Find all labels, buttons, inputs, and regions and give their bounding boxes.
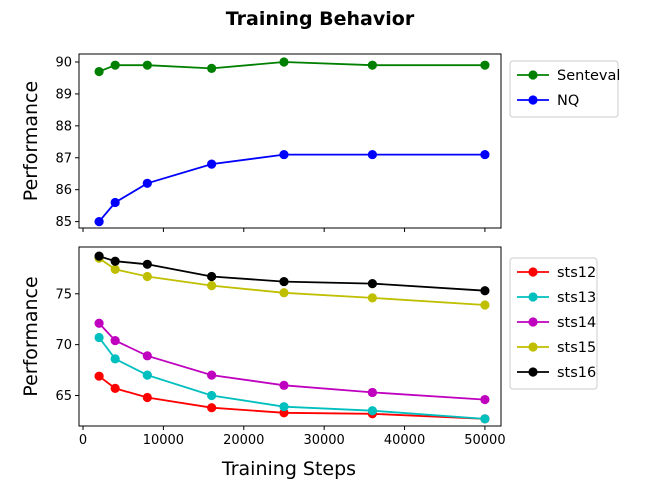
data-point [110, 264, 120, 274]
data-point [94, 217, 104, 227]
series-sts16 [94, 251, 490, 296]
legend-label: Senteval [557, 68, 620, 84]
data-point [367, 149, 377, 160]
y-tick-label: 88 [55, 119, 72, 134]
data-point [110, 335, 120, 346]
data-point [207, 370, 217, 380]
data-point [110, 354, 120, 364]
data-point [367, 387, 377, 398]
series-line [98, 255, 485, 292]
series-line [98, 375, 485, 420]
plot-frame [78, 246, 502, 427]
series-line [98, 322, 485, 401]
legend-label: sts13 [557, 290, 596, 306]
data-point [142, 370, 152, 380]
data-point [207, 63, 217, 73]
plot-frame [78, 53, 502, 229]
y-tick-label: 87 [55, 151, 72, 166]
y-tick-label: 70 [55, 338, 72, 353]
y-tick-label: 75 [55, 287, 72, 302]
legend-label: sts14 [557, 315, 596, 331]
data-point [480, 394, 490, 405]
series-sts15 [94, 253, 490, 310]
data-point [110, 256, 120, 266]
data-point [142, 392, 152, 403]
legend-label: sts15 [557, 340, 596, 356]
y-tick-label: 86 [55, 183, 72, 198]
series-sts14 [94, 318, 490, 405]
data-point [480, 149, 490, 160]
series-line [98, 153, 485, 223]
y-tick-label: 90 [55, 55, 72, 70]
chart-title: Training Behavior [226, 8, 415, 30]
y-tick-label: 89 [55, 87, 72, 102]
x-tick-label: 30000 [303, 433, 344, 448]
data-point [480, 60, 490, 70]
legend-marker [528, 292, 538, 302]
series-line [98, 61, 485, 73]
data-point [110, 197, 120, 208]
y-axis-label: Performance [20, 81, 42, 201]
data-point [207, 159, 217, 169]
legend-marker [528, 267, 538, 277]
data-point [142, 351, 152, 361]
data-point [94, 371, 104, 381]
data-point [367, 279, 377, 289]
data-point [480, 300, 490, 310]
data-point [207, 281, 217, 291]
data-point [142, 259, 152, 269]
data-point [94, 251, 104, 261]
legend-box [509, 257, 598, 390]
data-point [367, 406, 377, 416]
legend-label: sts16 [557, 365, 596, 381]
data-point [94, 66, 104, 77]
data-point [279, 57, 289, 67]
data-point [207, 271, 217, 282]
data-point [480, 414, 490, 424]
panel-1: 85 86 87 88 89 90 Performance Senteval NQ [20, 53, 620, 232]
series-sts13 [94, 332, 490, 424]
data-point [279, 402, 289, 412]
data-point [367, 60, 377, 70]
data-point [207, 403, 217, 413]
x-tick-label: 50000 [464, 433, 505, 448]
data-point [94, 318, 104, 328]
legend-marker [528, 70, 538, 80]
legend-label: NQ [557, 93, 579, 109]
x-tick-label: 10000 [143, 433, 184, 448]
data-point [110, 383, 120, 393]
x-tick-label: 40000 [384, 433, 425, 448]
x-tick-label: 20000 [223, 433, 264, 448]
data-point [367, 293, 377, 303]
legend-marker [528, 95, 538, 105]
x-tick-label: 0 [79, 433, 87, 448]
panel-2: 65 70 75 0 10000 20000 30000 40000 50000 Performa… [20, 246, 598, 448]
data-point [142, 60, 152, 70]
data-point [279, 149, 289, 160]
series-senteval [94, 57, 490, 77]
series-nq [94, 149, 490, 227]
data-point [480, 286, 490, 296]
series-line [98, 336, 485, 420]
data-point [142, 271, 152, 282]
data-point [207, 390, 217, 401]
legend: sts12 sts13 sts14 sts15 sts16 [509, 257, 598, 390]
data-point [110, 60, 120, 70]
data-point [279, 276, 289, 287]
legend-marker [528, 367, 538, 377]
data-point [94, 332, 104, 343]
legend-marker [528, 342, 538, 352]
legend-marker [528, 317, 538, 327]
data-point [279, 380, 289, 390]
data-point [142, 178, 152, 188]
y-axis-label: Performance [20, 276, 42, 396]
legend: Senteval NQ [509, 60, 620, 118]
legend-label: sts12 [557, 265, 596, 281]
x-axis-label: Training Steps [221, 458, 356, 480]
y-tick-label: 85 [55, 215, 72, 230]
y-tick-label: 65 [55, 389, 72, 404]
data-point [279, 288, 289, 298]
